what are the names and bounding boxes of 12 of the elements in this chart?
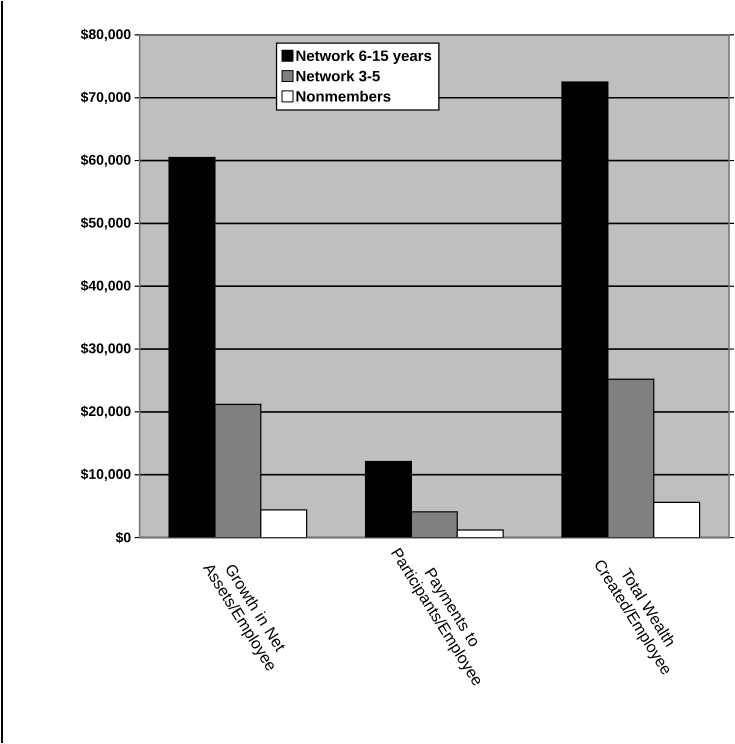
y-tick-label: $30,000 [81,342,131,356]
y-tick-label: $80,000 [81,28,131,42]
legend-label: Network 3-5 [296,70,380,82]
legend-label: Network 6-15 years [296,50,432,64]
y-tick-label: $60,000 [81,154,131,167]
y-tick-label: $70,000 [81,91,131,104]
y-tick-label: $20,000 [81,406,131,418]
y-tick-label: $0 [116,532,131,544]
y-tick-label: $40,000 [81,280,131,292]
legend-label: Nonmembers [296,90,391,102]
y-tick-label: $10,000 [81,468,131,481]
y-tick-label: $50,000 [81,217,131,230]
